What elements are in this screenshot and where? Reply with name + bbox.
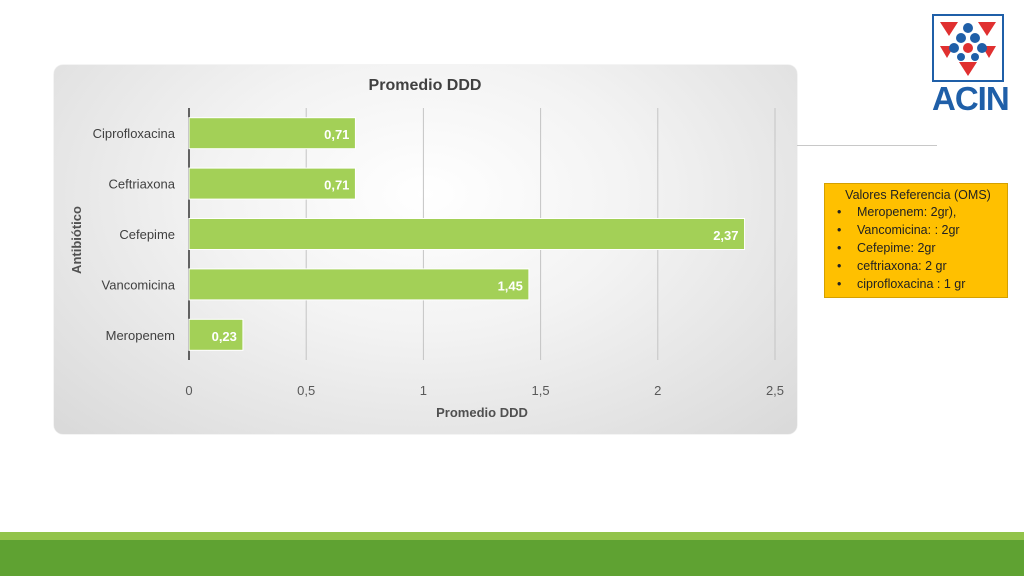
footer-band [0,540,1024,576]
reference-item: ciprofloxacina : 1 gr [835,275,1001,293]
data-label: 0,71 [324,127,349,142]
x-tick-label: 0 [185,383,192,398]
x-axis-title: Promedio DDD [436,405,528,420]
data-label: 0,23 [212,329,237,344]
category-label: Ciprofloxacina [93,126,176,141]
reference-title: Valores Referencia (OMS) [845,188,991,202]
x-tick-labels: 0 0,5 1 1,5 2 2,5 [185,383,784,398]
bar [188,117,356,150]
data-label: 0,71 [324,178,349,193]
category-label: Ceftriaxona [109,177,176,192]
footer-band-light [0,532,1024,540]
logo-emblem-icon [940,22,996,76]
bars [188,117,746,351]
bar [188,268,530,301]
reference-values-box: Valores Referencia (OMS) Meropenem: 2gr)… [824,183,1008,298]
bar [188,318,244,351]
x-tick-label: 2,5 [766,383,784,398]
divider-line [797,145,937,146]
category-label: Meropenem [106,328,175,343]
y-axis-title: Antibiótico [69,206,84,274]
reference-item: ceftriaxona: 2 gr [835,257,1001,275]
x-tick-label: 2 [654,383,661,398]
acin-logo: ACIN [932,14,1010,117]
data-label: 2,37 [713,228,738,243]
x-tick-label: 1 [420,383,427,398]
category-label: Cefepime [119,227,175,242]
chart-title: Promedio DDD [369,77,482,94]
reference-item: Meropenem: 2gr), [835,203,1001,221]
bar [188,167,356,200]
data-labels: 0,23 1,45 2,37 0,71 0,71 [212,127,739,344]
category-label: Vancomicina [102,277,176,292]
bar [188,218,746,250]
data-label: 1,45 [498,278,523,293]
reference-list: Meropenem: 2gr), Vancomicina: : 2gr Cefe… [835,203,1001,293]
category-labels: Meropenem Vancomicina Cefepime Ceftriaxona C… [93,126,176,343]
logo-text: ACIN [932,80,1010,117]
bar-chart: Promedio DDD 0,23 1,45 2,37 0,71 0,71 Merope… [69,77,784,420]
x-tick-label: 0,5 [297,383,315,398]
reference-item: Cefepime: 2gr [835,239,1001,257]
reference-item: Vancomicina: : 2gr [835,221,1001,239]
x-tick-label: 1,5 [532,383,550,398]
chart-card: Promedio DDD 0,23 1,45 2,37 0,71 0,71 Merope… [54,65,797,434]
logo-emblem [932,14,1004,82]
